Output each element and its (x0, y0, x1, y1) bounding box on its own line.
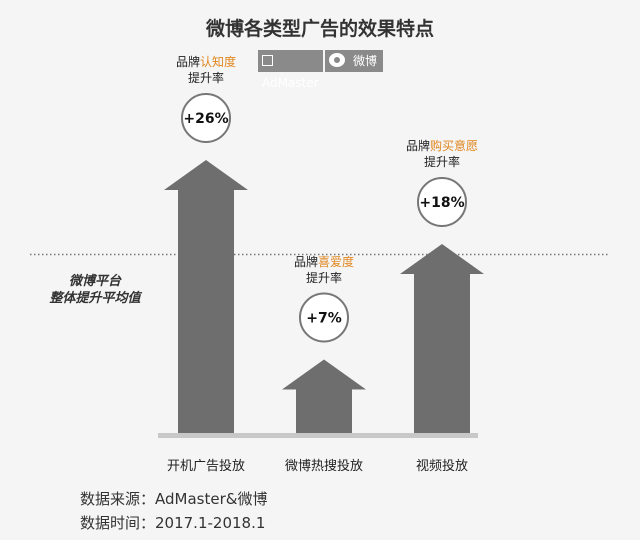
category-label: 视频投放 (415, 459, 468, 474)
category-label: 开机广告投放 (166, 459, 245, 474)
admaster-mark-icon (262, 55, 273, 66)
value-label: +26% (183, 111, 228, 127)
weibo-logo-text: 微博 (352, 54, 377, 68)
admaster-logo-text: AdMaster (262, 76, 319, 90)
value-circle (299, 292, 349, 343)
baseline (158, 433, 478, 438)
chart-title: 微博各类型广告的效果特点 (205, 18, 434, 40)
metric-label: 品牌购买意愿 提升率 (405, 139, 479, 169)
arrow-bar (164, 160, 248, 433)
weibo-eye-icon (329, 53, 345, 67)
source-text: 数据来源：AdMaster&微博 (80, 490, 268, 508)
value-circle (417, 177, 467, 227)
average-label-line1: 微博平台 (68, 274, 121, 289)
date-range-text: 数据时间：2017.1-2018.1 (80, 514, 266, 532)
admaster-logo: AdMaster (258, 50, 323, 90)
arrow-bar (400, 244, 484, 433)
value-circle (181, 93, 231, 143)
category-label: 微博热搜投放 (284, 459, 363, 474)
metric-label: 品牌认知度 提升率 (175, 55, 237, 85)
weibo-logo: 微博 (325, 50, 383, 72)
arrow-bar (282, 359, 366, 433)
metric-label: 品牌喜爱度 提升率 (293, 254, 355, 285)
value-label: +7% (306, 311, 342, 327)
average-label-line2: 整体提升平均值 (49, 291, 141, 306)
average-line-label: 微博平台 整体提升平均值 (40, 273, 150, 307)
value-label: +18% (419, 195, 464, 211)
